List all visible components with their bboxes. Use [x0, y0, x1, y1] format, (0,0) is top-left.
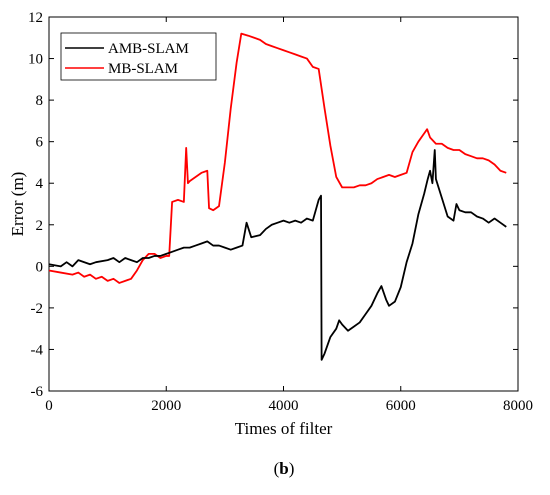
- y-tick-label: 12: [28, 10, 43, 26]
- series-line-mb-slam: [48, 32, 507, 284]
- data-lines: [48, 32, 507, 361]
- legend-box: [60, 32, 217, 81]
- legend-label-amb-slam: AMB-SLAM: [108, 41, 189, 57]
- x-tick-label: 4000: [269, 398, 299, 414]
- x-axis-title: Times of filter: [235, 419, 333, 438]
- x-tick-label: 6000: [386, 398, 416, 414]
- series-line-amb-slam: [48, 149, 507, 361]
- y-tick-label: 2: [36, 218, 44, 234]
- x-tick-label: 0: [45, 398, 53, 414]
- legend-label-mb-slam: MB-SLAM: [108, 61, 178, 77]
- y-tick-label: -4: [31, 342, 44, 358]
- y-axis-title: Error (m): [8, 172, 27, 237]
- y-tick-label: 6: [36, 135, 44, 151]
- y-tick-label: -2: [31, 301, 44, 317]
- figure-caption: (b): [274, 459, 295, 478]
- caption-letter: b: [279, 459, 288, 478]
- x-tick-label: 2000: [151, 398, 181, 414]
- legend: AMB-SLAM MB-SLAM: [60, 32, 217, 81]
- axis-ticks: 0 2000 4000 6000 8000 -6 -4 -2 0 2 4 6 8 10 12: [28, 10, 533, 414]
- caption-open-paren: (: [274, 459, 280, 478]
- y-tick-label: -6: [31, 384, 44, 400]
- caption-close-paren: ): [289, 459, 295, 478]
- y-tick-label: 0: [36, 259, 44, 275]
- x-tick-label: 8000: [503, 398, 533, 414]
- y-tick-label: 4: [36, 176, 44, 192]
- y-tick-label: 10: [28, 52, 43, 68]
- y-tick-label: 8: [36, 93, 44, 109]
